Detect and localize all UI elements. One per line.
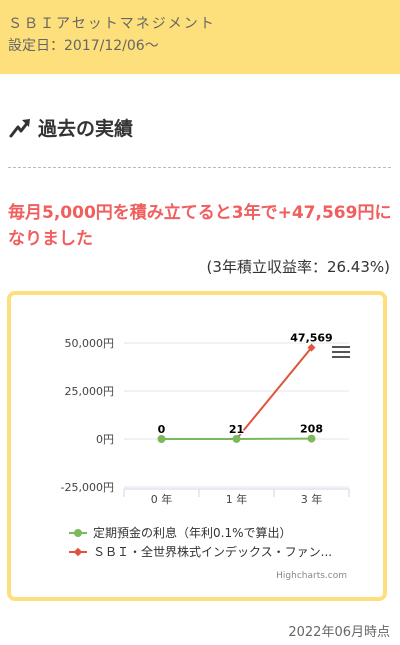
y-tick-label: 25,000円 <box>65 385 115 398</box>
legend-marker-circle-icon <box>69 528 87 538</box>
data-point <box>157 435 166 443</box>
x-tick-label: 1 年 <box>226 492 248 506</box>
divider <box>8 167 391 168</box>
legend-item-deposit[interactable]: 定期預金の利息（年利0.1%で算出） <box>69 523 332 542</box>
data-point <box>307 434 316 443</box>
legend-label: 定期預金の利息（年利0.1%で算出） <box>93 526 292 540</box>
chart-plot: 50,000円 25,000円 0円 -25,000円 0 年 1 年 3 年 47,569 0… <box>61 330 350 506</box>
chart-menu-icon[interactable] <box>332 346 350 360</box>
chart-card: 50,000円 25,000円 0円 -25,000円 0 年 1 年 3 年 47,569 0… <box>7 291 387 601</box>
data-label: 21 <box>229 423 244 436</box>
as-of-date: 2022年06月時点 <box>288 625 390 640</box>
data-point <box>307 343 316 352</box>
legend-label: ＳＢＩ・全世界株式インデックス・ファン... <box>93 545 333 559</box>
y-tick-label: 50,000円 <box>65 337 115 350</box>
data-label: 47,569 <box>290 332 332 345</box>
section-title-text: 過去の実績 <box>38 117 134 140</box>
section-title: 過去の実績 <box>8 113 133 141</box>
fund-header: ＳＢＩアセットマネジメント 設定日：2017/12/06～ <box>0 0 400 74</box>
x-tick-label: 0 年 <box>151 492 173 506</box>
legend-item-fund[interactable]: ＳＢＩ・全世界株式インデックス・ファン... <box>69 542 332 561</box>
fund-name: ＳＢＩアセットマネジメント <box>8 16 216 32</box>
y-tick-label: -25,000円 <box>61 481 114 494</box>
data-label: 208 <box>300 423 323 436</box>
x-tick-label: 3 年 <box>301 492 323 506</box>
legend-marker-diamond-icon <box>69 547 87 557</box>
return-rate: (3年積立収益率：26.43%) <box>206 258 390 276</box>
trend-up-icon <box>8 114 34 140</box>
set-date: 設定日：2017/12/06～ <box>8 38 159 54</box>
chart-legend: 定期預金の利息（年利0.1%で算出） ＳＢＩ・全世界株式インデックス・ファン..… <box>69 523 332 561</box>
y-tick-label: 0円 <box>96 433 114 446</box>
headline: 毎月5,000円を積み立てると3年で+47,569円になりました <box>8 203 392 249</box>
chart-credit[interactable]: Highcharts.com <box>276 571 347 581</box>
data-point <box>232 434 241 443</box>
data-label: 0 <box>158 423 166 436</box>
